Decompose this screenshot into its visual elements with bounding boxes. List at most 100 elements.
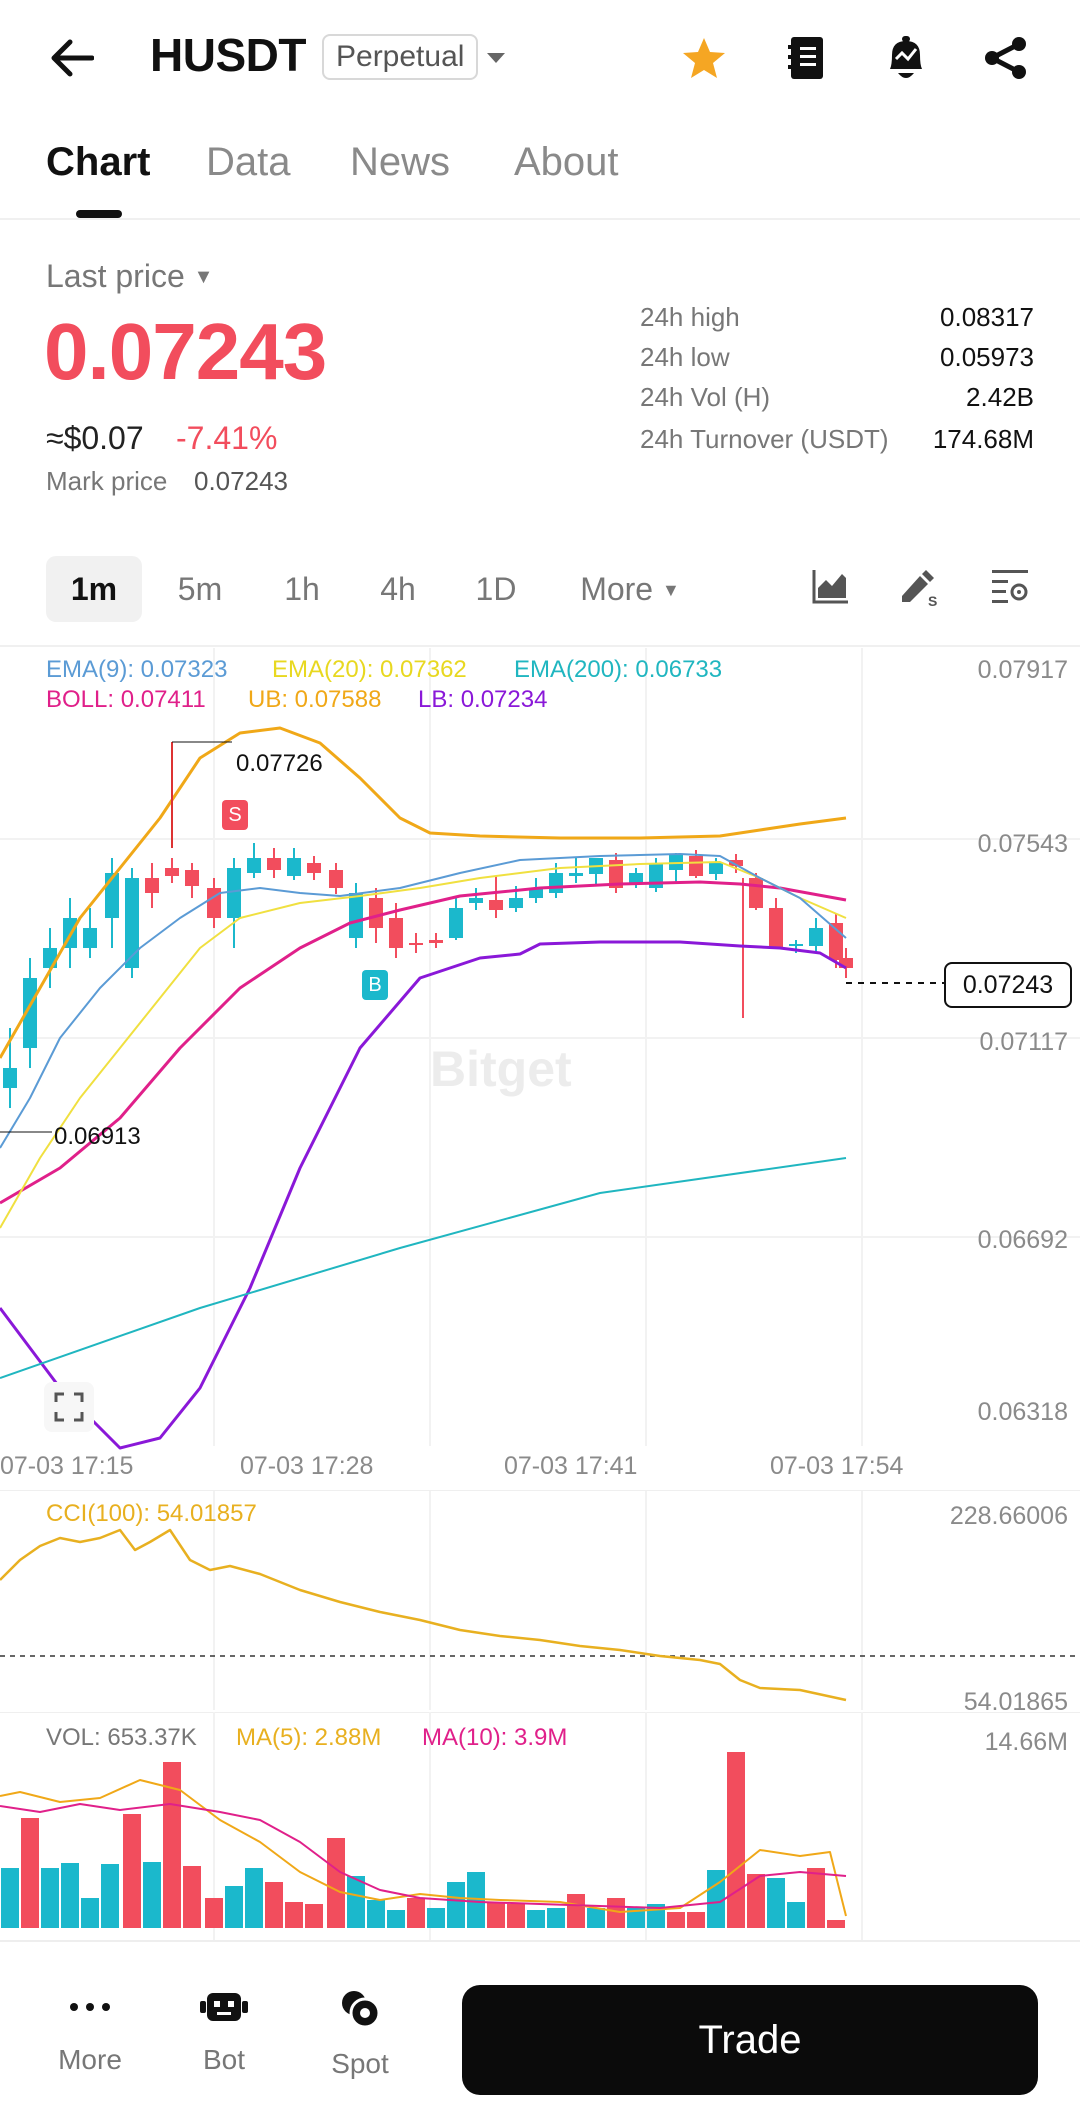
candle-body (629, 873, 643, 883)
tab-chart[interactable]: Chart (46, 140, 151, 184)
top-bar: HUSDT Perpetual (0, 0, 1080, 115)
svg-text:S: S (928, 593, 937, 608)
stat-label-24h-low: 24h low (640, 342, 730, 372)
divider (0, 645, 1080, 647)
divider (0, 218, 1080, 220)
volume-bar (21, 1818, 39, 1928)
candle-body (409, 943, 423, 945)
candle-body (165, 868, 179, 876)
stat-label-24h-turnover: 24h Turnover (USDT) (640, 424, 889, 454)
nav-more[interactable]: More (30, 1987, 150, 2076)
volume-chart[interactable] (0, 1712, 1080, 1940)
legend-vol: VOL: 653.37K (46, 1724, 197, 1751)
timeframe-more[interactable]: More ▼ (570, 556, 690, 622)
mark-price-value: 0.07243 (194, 466, 288, 496)
low-price-marker: 0.06913 (54, 1123, 141, 1150)
stat-label-24h-vol: 24h Vol (H) (640, 382, 771, 412)
tab-data[interactable]: Data (206, 140, 291, 184)
volume-bar (265, 1882, 283, 1928)
volume-bar (687, 1912, 705, 1928)
timeframe-1h[interactable]: 1h (284, 571, 320, 607)
y-axis-label: 0.07917 (977, 656, 1068, 684)
x-axis-label: 07-03 17:28 (240, 1452, 374, 1480)
nav-bot[interactable]: Bot (164, 1987, 284, 2076)
volume-bar (767, 1878, 785, 1928)
volume-bar (727, 1752, 745, 1928)
candle-body (449, 908, 463, 938)
boll-upper-band (0, 726, 847, 1059)
chevron-down-icon[interactable] (460, 22, 532, 94)
volume-bar (305, 1904, 323, 1928)
candle-body (769, 908, 783, 948)
y-axis-label: 0.06318 (977, 1398, 1068, 1426)
share-icon[interactable] (970, 22, 1042, 94)
candle-body (83, 928, 97, 948)
last-price-selector[interactable]: Last price ▼ (46, 258, 213, 295)
x-axis-label: 07-03 17:15 (0, 1452, 134, 1480)
notebook-icon[interactable] (770, 22, 842, 94)
volume-bar (407, 1898, 425, 1928)
stat-value-24h-turnover: 174.68M (932, 424, 1034, 454)
candlestick-chart[interactable] (0, 648, 1080, 1488)
timeframe-1d[interactable]: 1D (475, 571, 517, 607)
volume-bar (547, 1908, 565, 1928)
volume-bar (667, 1912, 685, 1928)
legend-ema200: EMA(200): 0.06733 (514, 656, 723, 683)
candle-body (369, 898, 383, 928)
legend-lb: LB: 0.07234 (418, 686, 548, 713)
candle-body (43, 948, 57, 968)
legend-ema9: EMA(9): 0.07323 (46, 656, 228, 683)
timeframe-1m[interactable]: 1m (46, 556, 142, 622)
star-icon[interactable] (668, 22, 740, 94)
candle-body (669, 854, 683, 870)
candle-body (247, 858, 261, 873)
legend-ma5: MA(5): 2.88M (236, 1724, 382, 1751)
stat-value-24h-vol: 2.42B (966, 382, 1034, 412)
sell-marker[interactable]: S (222, 800, 248, 830)
price-change-percent: -7.41% (176, 420, 278, 456)
bot-icon (200, 1993, 248, 2021)
nav-more-label: More (58, 2044, 122, 2075)
volume-bar (567, 1894, 585, 1928)
volume-bar (807, 1868, 825, 1928)
legend-ema20: EMA(20): 0.07362 (272, 656, 467, 683)
stat-label-24h-high: 24h high (640, 302, 740, 332)
tab-about[interactable]: About (514, 140, 619, 184)
tab-news[interactable]: News (350, 140, 451, 184)
volume-bar (527, 1910, 545, 1928)
volume-bar (587, 1908, 605, 1928)
cci-chart[interactable] (0, 1490, 1080, 1710)
candle-body (749, 878, 763, 908)
fullscreen-icon[interactable] (44, 1382, 94, 1432)
spot-icon (342, 1991, 381, 2029)
volume-bar (787, 1902, 805, 1928)
y-axis-label: 0.06692 (977, 1226, 1068, 1254)
symbol-title[interactable]: HUSDT (150, 29, 306, 81)
nav-bot-label: Bot (202, 2044, 246, 2075)
chart-type-icon[interactable] (810, 566, 858, 614)
ema9-line (0, 853, 847, 1149)
volume-bar (447, 1882, 465, 1928)
timeframe-5m[interactable]: 5m (177, 571, 223, 607)
last-price-value: 0.07243 (44, 307, 327, 396)
buy-marker[interactable]: B (362, 970, 388, 1000)
candle-body (809, 928, 823, 946)
volume-bar (225, 1886, 243, 1928)
candle-body (207, 888, 221, 918)
boll-middle-band (0, 880, 847, 1205)
current-price-tag: 0.07243 (944, 962, 1072, 1008)
back-arrow-icon[interactable] (36, 22, 108, 94)
drawing-tool-icon[interactable]: S (898, 566, 946, 614)
volume-bar (627, 1908, 645, 1928)
indicator-settings-icon[interactable] (990, 566, 1038, 614)
timeframe-4h[interactable]: 4h (380, 571, 416, 607)
volume-bar (61, 1863, 79, 1928)
ema20-line (0, 861, 847, 1229)
alert-bell-icon[interactable] (870, 22, 942, 94)
candle-body (287, 858, 301, 876)
trade-button[interactable]: Trade (462, 1985, 1038, 2095)
usd-equivalent: ≈$0.07 (46, 420, 144, 456)
caret-down-icon: ▼ (661, 580, 680, 600)
candle-body (469, 898, 483, 903)
nav-spot[interactable]: Spot (300, 1987, 420, 2080)
